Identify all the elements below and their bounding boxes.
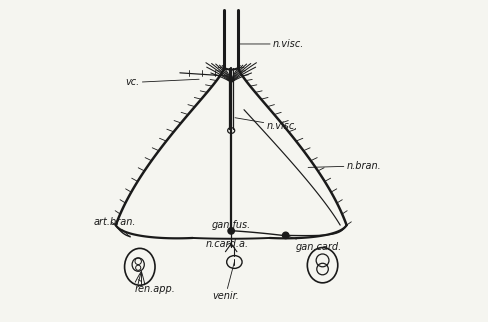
Text: venir.: venir. [212,262,239,301]
Circle shape [283,232,289,239]
Text: n.visc.: n.visc. [235,118,298,131]
Text: n.bran.: n.bran. [308,161,381,171]
Text: gan.card.: gan.card. [285,235,342,252]
Text: n.visc.: n.visc. [239,39,304,49]
Text: gan.fus.: gan.fus. [212,220,251,231]
Text: ren.app.: ren.app. [135,279,176,294]
Text: art.bran.: art.bran. [93,217,136,237]
Circle shape [228,228,234,234]
Text: n.card.a.: n.card.a. [205,239,249,249]
Text: vc.: vc. [125,78,199,88]
